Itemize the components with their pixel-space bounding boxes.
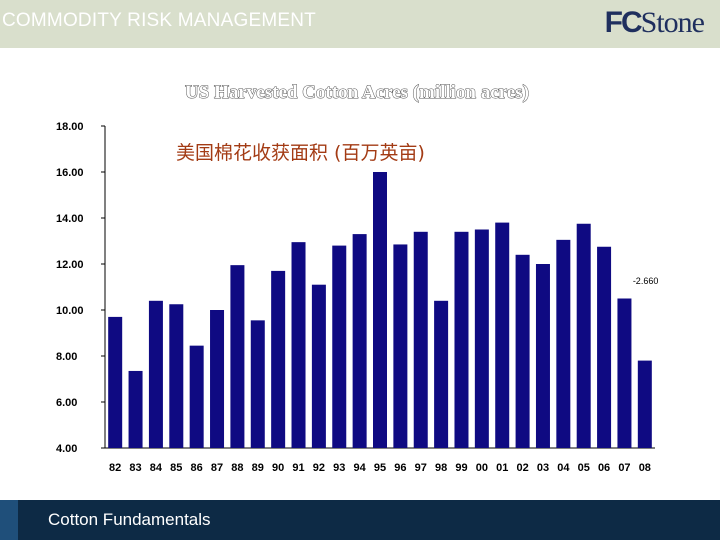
y-axis-ticks: 4.00 6.00 8.00 10.00 12.00 14.00 16.00 18.00 <box>56 121 105 455</box>
bar-07 <box>617 298 632 448</box>
bar-91 <box>291 242 306 448</box>
header-title: COMMODITY RISK MANAGEMENT <box>2 10 316 31</box>
x-tick-label: 95 <box>374 462 386 474</box>
logo-stone: Stone <box>640 6 705 39</box>
x-tick-label: 06 <box>598 462 610 474</box>
bar-82 <box>108 316 123 448</box>
chart-subtitle: 美国棉花收获面积 (百万英亩) <box>176 142 425 164</box>
bar-06 <box>597 246 612 448</box>
bar-93 <box>332 245 347 448</box>
x-tick-label: 91 <box>292 462 304 474</box>
y-tick-label: 10.00 <box>56 305 84 317</box>
x-tick-label: 93 <box>333 462 345 474</box>
bar-96 <box>393 244 408 448</box>
x-tick-label: 01 <box>496 462 508 474</box>
fcstone-logo: FCStone <box>604 6 705 40</box>
x-tick-label: 89 <box>252 462 264 474</box>
logo-fc: FC <box>604 6 643 39</box>
bar-86 <box>189 345 204 448</box>
x-tick-label: 83 <box>129 462 141 474</box>
bar-95 <box>373 172 387 448</box>
bar-92 <box>311 284 326 448</box>
bar-85 <box>169 304 184 448</box>
bar-04 <box>556 239 571 448</box>
y-tick-label: 6.00 <box>56 397 77 409</box>
chart-title: US Harvested Cotton Acres (million acres… <box>185 82 529 103</box>
bar-99 <box>454 231 469 448</box>
x-tick-label: 88 <box>231 462 243 474</box>
bar-88 <box>230 265 245 448</box>
bar-94 <box>352 234 367 448</box>
bar-97 <box>413 231 428 448</box>
y-tick-label: 14.00 <box>56 213 84 225</box>
x-tick-label: 02 <box>516 462 528 474</box>
y-tick-label: 16.00 <box>56 167 84 179</box>
x-tick-label: 87 <box>211 462 223 474</box>
chart-bars <box>108 172 652 448</box>
x-tick-label: 99 <box>455 462 467 474</box>
bar-08 <box>637 360 652 448</box>
y-tick-label: 18.00 <box>56 121 84 133</box>
bar-chart: US Harvested Cotton Acres (million acres… <box>56 82 659 475</box>
x-tick-label: 90 <box>272 462 284 474</box>
y-tick-label: 12.00 <box>56 259 84 271</box>
bar-90 <box>271 270 286 448</box>
x-tick-label: 05 <box>578 462 590 474</box>
x-tick-label: 08 <box>639 462 651 474</box>
x-tick-label: 86 <box>191 462 203 474</box>
header-bar: COMMODITY RISK MANAGEMENT FCStone <box>0 0 720 48</box>
bar-05 <box>576 223 591 448</box>
x-tick-label: 03 <box>537 462 549 474</box>
bar-83 <box>128 370 143 448</box>
x-tick-label: 96 <box>394 462 406 474</box>
y-tick-label: 4.00 <box>56 443 77 455</box>
bar-84 <box>148 300 163 448</box>
x-axis-ticks: 82 83 84 85 86 87 88 89 90 91 92 93 94 95 96 97 98 99 00 01… <box>109 462 651 474</box>
annotation-label: -2.660 <box>633 276 659 286</box>
y-tick-label: 8.00 <box>56 351 77 363</box>
x-tick-label: 07 <box>618 462 630 474</box>
x-tick-label: 98 <box>435 462 447 474</box>
bar-03 <box>535 264 550 448</box>
x-tick-label: 84 <box>150 462 163 474</box>
x-tick-label: 00 <box>476 462 488 474</box>
bar-87 <box>210 310 225 448</box>
x-tick-label: 92 <box>313 462 325 474</box>
x-tick-label: 04 <box>557 462 570 474</box>
bar-02 <box>515 254 530 448</box>
chart-annotations: -2.660 <box>633 276 659 286</box>
bar-01 <box>495 222 510 448</box>
bar-00 <box>474 229 489 448</box>
x-tick-label: 94 <box>354 462 367 474</box>
x-tick-label: 82 <box>109 462 121 474</box>
footer-accent <box>0 500 18 540</box>
bar-89 <box>250 320 265 448</box>
bar-98 <box>434 300 449 448</box>
footer-label: Cotton Fundamentals <box>48 510 211 529</box>
x-tick-label: 97 <box>415 462 427 474</box>
footer-bar: Cotton Fundamentals <box>0 500 720 540</box>
x-tick-label: 85 <box>170 462 182 474</box>
